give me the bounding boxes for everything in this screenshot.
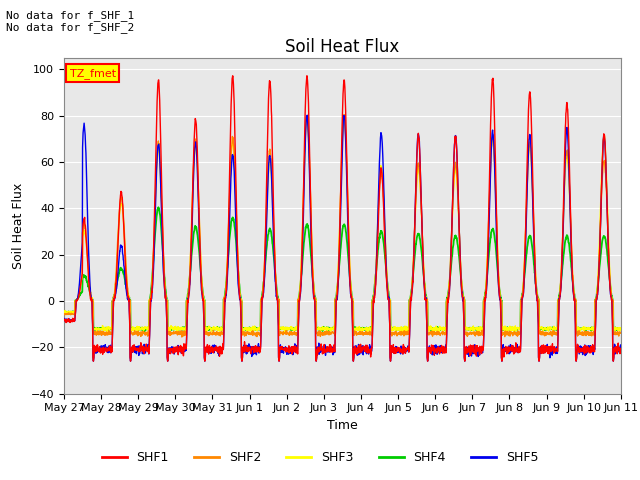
SHF4 (141, 328, 148, 334)
Legend: SHF1, SHF2, SHF3, SHF4, SHF5: SHF1, SHF2, SHF3, SHF4, SHF5 (97, 446, 543, 469)
Line: SHF1: SHF1 (64, 76, 621, 361)
SHF3 (60, 310, 68, 315)
Text: TZ_fmet: TZ_fmet (70, 68, 116, 79)
SHF4 (371, 280, 379, 286)
SHF1 (584, 349, 591, 355)
SHF1 (617, 346, 625, 351)
SHF1 (505, 346, 513, 351)
Line: SHF5: SHF5 (64, 115, 621, 361)
SHF4 (568, 271, 576, 277)
SHF2 (178, 334, 186, 340)
SHF5 (303, 112, 311, 118)
Y-axis label: Soil Heat Flux: Soil Heat Flux (12, 182, 25, 269)
SHF3 (303, 114, 311, 120)
SHF5 (568, 270, 576, 276)
SHF2 (584, 332, 591, 337)
SHF3 (584, 326, 591, 332)
SHF1 (359, 345, 367, 350)
SHF4 (359, 325, 367, 331)
Title: Soil Heat Flux: Soil Heat Flux (285, 38, 399, 56)
SHF3 (505, 325, 513, 331)
SHF5 (90, 358, 97, 364)
SHF2 (359, 330, 367, 336)
SHF1 (229, 73, 237, 79)
SHF5 (60, 316, 68, 322)
SHF2 (568, 258, 576, 264)
SHF1 (60, 318, 68, 324)
SHF3 (617, 325, 625, 331)
SHF5 (505, 343, 513, 349)
Line: SHF3: SHF3 (64, 117, 621, 333)
SHF3 (165, 330, 173, 336)
SHF4 (505, 326, 513, 332)
Line: SHF4: SHF4 (64, 207, 621, 331)
SHF2 (371, 282, 379, 288)
SHF4 (60, 309, 68, 315)
SHF5 (359, 347, 367, 353)
SHF2 (216, 330, 223, 336)
SHF2 (340, 112, 348, 118)
SHF1 (90, 358, 97, 364)
SHF1 (568, 263, 576, 269)
SHF3 (568, 260, 576, 266)
SHF1 (216, 353, 223, 359)
SHF3 (216, 328, 223, 334)
SHF4 (584, 325, 591, 331)
Line: SHF2: SHF2 (64, 115, 621, 337)
SHF3 (371, 282, 379, 288)
SHF2 (60, 311, 68, 316)
Text: No data for f_SHF_1
No data for f_SHF_2: No data for f_SHF_1 No data for f_SHF_2 (6, 10, 134, 33)
SHF3 (359, 325, 367, 331)
SHF5 (216, 349, 223, 355)
SHF4 (154, 204, 162, 210)
SHF2 (617, 330, 625, 336)
SHF4 (617, 326, 625, 332)
SHF5 (617, 345, 625, 350)
X-axis label: Time: Time (327, 419, 358, 432)
SHF5 (371, 288, 379, 294)
SHF5 (584, 348, 591, 354)
SHF1 (371, 291, 379, 297)
SHF4 (216, 326, 223, 332)
SHF2 (505, 332, 513, 337)
